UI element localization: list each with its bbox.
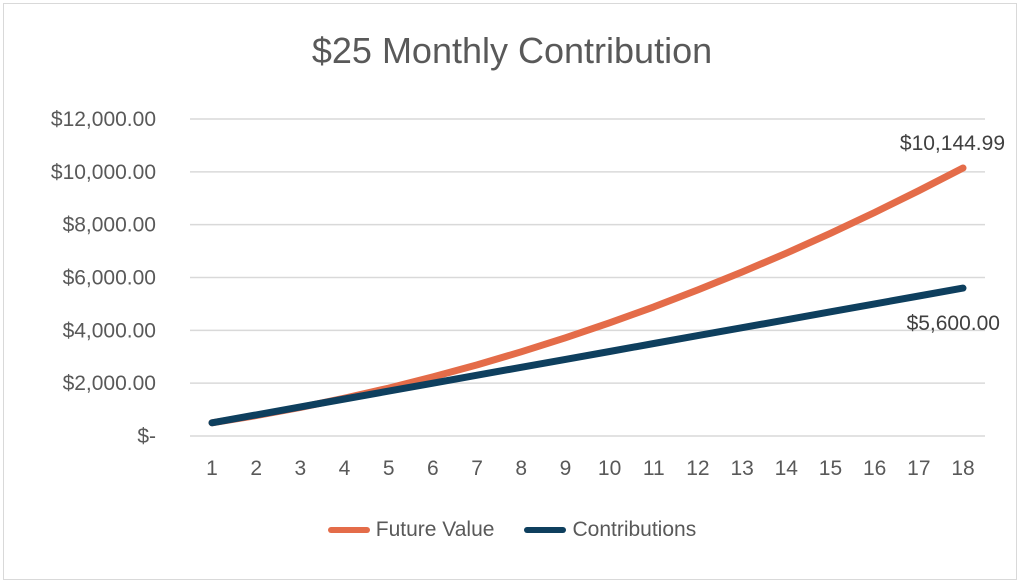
x-tick-label: 17 bbox=[907, 457, 930, 480]
series-line-contributions[interactable] bbox=[208, 284, 967, 427]
x-tick-label: 10 bbox=[598, 457, 621, 480]
x-tick-label: 2 bbox=[250, 457, 262, 480]
legend-label: Contributions bbox=[572, 518, 697, 541]
legend: Future Value Contributions bbox=[0, 518, 1024, 542]
x-tick-label: 8 bbox=[515, 457, 527, 480]
x-tick-label: 12 bbox=[686, 457, 709, 480]
x-tick-label: 16 bbox=[863, 457, 886, 480]
x-tick-label: 9 bbox=[560, 457, 572, 480]
chart-title: $25 Monthly Contribution bbox=[311, 30, 713, 71]
series-line-future-value[interactable] bbox=[208, 164, 967, 427]
y-tick-label: $2,000.00 bbox=[63, 372, 156, 395]
y-tick-label: $8,000.00 bbox=[63, 214, 156, 237]
x-tick-label: 11 bbox=[643, 457, 665, 480]
x-tick-label: 4 bbox=[339, 457, 351, 480]
x-tick-label: 1 bbox=[206, 457, 218, 480]
contributions-swatch-icon bbox=[524, 527, 567, 533]
data-label-contributions: $5,600.00 bbox=[907, 312, 1000, 335]
y-tick-label: $4,000.00 bbox=[63, 319, 156, 342]
x-tick-label: 3 bbox=[295, 457, 307, 480]
x-tick-label: 15 bbox=[819, 457, 842, 480]
y-tick-label: $12,000.00 bbox=[51, 108, 156, 131]
x-tick-label: 6 bbox=[427, 457, 439, 480]
legend-label: Future Value bbox=[375, 518, 495, 541]
x-tick-label: 18 bbox=[951, 457, 974, 480]
x-tick-label: 7 bbox=[471, 457, 483, 480]
y-tick-label: $10,000.00 bbox=[51, 161, 156, 184]
future-value-swatch-icon bbox=[327, 527, 370, 533]
chart-frame bbox=[3, 3, 1017, 580]
x-tick-label: 13 bbox=[730, 457, 753, 480]
x-tick-label: 5 bbox=[383, 457, 395, 480]
x-tick-label: 14 bbox=[775, 457, 799, 480]
legend-item-future-value[interactable]: Future Value bbox=[327, 518, 495, 542]
data-label-future-value: $10,144.99 bbox=[900, 132, 1005, 155]
y-tick-label: $6,000.00 bbox=[63, 267, 156, 290]
legend-item-contributions[interactable]: Contributions bbox=[524, 518, 696, 542]
y-tick-label: $- bbox=[137, 425, 156, 448]
